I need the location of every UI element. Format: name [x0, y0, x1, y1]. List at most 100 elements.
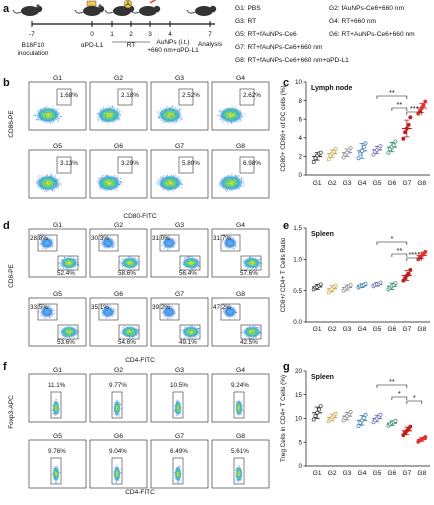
y-tick-label: 10 [295, 416, 303, 423]
y-tick-label: 2 [298, 154, 302, 161]
gate-box-cd8 [159, 303, 180, 321]
data-point [348, 409, 353, 414]
x-tick-label: G2 [328, 326, 337, 333]
gate-box-cd4 [118, 324, 140, 340]
data-point [318, 150, 323, 155]
gate-box-cd8 [37, 234, 58, 252]
gate-box-cd8 [98, 234, 119, 252]
flow-events [160, 236, 178, 250]
data-point [348, 146, 353, 150]
plot-group-label: G2 [114, 75, 123, 82]
plot-frame [150, 81, 209, 131]
x-tick-label: G8 [417, 326, 426, 333]
gate-percentage: 1.68% [60, 92, 78, 99]
flow-plot: G7 6.49% [150, 433, 209, 489]
data-point [408, 424, 413, 429]
significance-label: ** [396, 246, 402, 255]
chart-g: 0 5 10 15 20 Treg Cells in CD4+ T Cells (%) Sp… [280, 368, 430, 477]
axis-label-foxp3: Foxp3-APC [8, 395, 15, 429]
plot-group-label: G8 [236, 143, 245, 150]
flow-plot: G4 31.7% 57.6% [211, 222, 270, 278]
gate-percentage-cd8: 47.2% [213, 304, 231, 311]
significance-bracket: ** [376, 88, 408, 99]
significance-bracket: ** [376, 377, 408, 388]
timeline-tick-label: 0 [90, 31, 94, 38]
gate-percentage: 2.62% [243, 92, 261, 99]
plot-group-label: G2 [114, 222, 123, 229]
gate-box [50, 391, 62, 419]
gate-percentage-cd4: 54.6% [118, 339, 136, 346]
data-point [393, 418, 398, 423]
gate-percentage-cd8: 31.0% [152, 235, 170, 242]
x-tick-label: G3 [343, 326, 352, 333]
timeline-tick-label: -7 [29, 31, 35, 38]
data-point [418, 108, 422, 113]
panel-label-f: f [3, 361, 7, 373]
flow-plot: G8 47.2% 42.5% [211, 291, 270, 347]
gate-percentage: 9.77% [109, 382, 127, 389]
plot-frame [211, 297, 270, 347]
y-axis-label: CD8+/ CD4+ T Cells Ratio [280, 237, 287, 312]
plot-frame [211, 228, 270, 278]
radiation-mouse-icon [104, 0, 135, 16]
flow-events [120, 325, 141, 339]
gate-box-cd4 [179, 255, 201, 271]
flow-plot: G4 2.62% [211, 75, 270, 131]
data-point [419, 106, 424, 110]
y-tick-label: 0.0 [293, 319, 302, 326]
gate-percentage-cd8: 35.1% [91, 304, 109, 311]
x-tick-label: G7 [402, 180, 411, 187]
chart-e: 0.0 0.5 1.0 1.5 CD8+/ CD4+ T Cells Ratio Sple… [280, 225, 430, 333]
gate-box-cd4 [57, 324, 79, 340]
flow-events [221, 304, 238, 320]
significance-bracket: ** [391, 100, 408, 111]
plot-frame [150, 228, 209, 278]
plot-group-label: G6 [114, 291, 123, 298]
y-axis-label: Treg Cells in CD4+ T Cells (%) [280, 375, 287, 462]
plot-group-label: G8 [236, 433, 245, 440]
gate-percentage: 5.80% [182, 160, 200, 167]
event-inoculation-line1: B16F10 [22, 42, 45, 49]
gate-box-cd8 [37, 303, 58, 321]
plot-group-label: G3 [175, 367, 184, 374]
bracket-line [391, 396, 408, 400]
data-point [378, 280, 383, 285]
data-point [423, 435, 428, 439]
gate-box-cd8 [220, 303, 241, 321]
significance-bracket: *** [406, 104, 423, 115]
gate-box-cd4 [179, 324, 201, 340]
gate-box [233, 391, 245, 419]
plot-frame [89, 149, 148, 199]
flow-events [96, 174, 123, 192]
data-point [361, 145, 366, 150]
data-point [421, 103, 426, 108]
gate-box [239, 156, 255, 174]
flow-events [174, 399, 182, 416]
x-tick-label: G1 [313, 470, 322, 477]
gate-percentage: 11.1% [48, 382, 66, 389]
significance-label: *** [410, 104, 419, 113]
bracket-line [406, 111, 423, 115]
x-tick-label: G3 [343, 180, 352, 187]
data-point [406, 271, 411, 276]
plot-group-label: G2 [114, 367, 123, 374]
group-legend: G1: PBS G3: RT G5: RT+fAuNPs-Ce6 G7: RT+fAu… [235, 5, 415, 64]
plot-group-label: G4 [236, 75, 245, 82]
flow-events [36, 173, 62, 192]
flow-events [157, 105, 183, 124]
y-axis-label: CD80+ CD86+ of DC cells (%) [280, 85, 287, 171]
significance-bracket: * [391, 389, 408, 400]
data-point [313, 414, 318, 419]
data-point [356, 156, 361, 161]
x-tick-label: G5 [373, 470, 382, 477]
axis-label-cd4-d: CD4-FITC [125, 357, 155, 364]
data-point [378, 412, 383, 417]
timeline-tick-label: 4 [168, 31, 172, 38]
x-tick-label: G7 [402, 326, 411, 333]
data-point [391, 143, 396, 148]
plot-group-label: G4 [236, 222, 245, 229]
flow-events [242, 256, 263, 270]
event-analysis: Analysis [198, 41, 223, 48]
data-point [360, 148, 364, 153]
